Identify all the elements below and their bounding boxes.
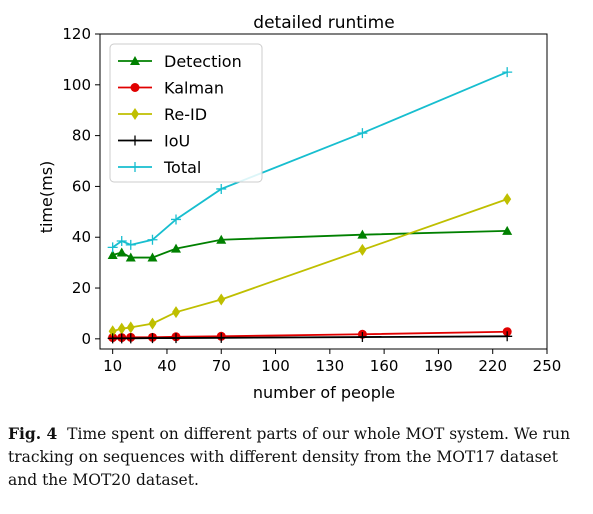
y-tick-label: 40 bbox=[72, 228, 91, 246]
x-tick-label: 40 bbox=[157, 357, 176, 375]
y-axis-label: time(ms) bbox=[37, 161, 56, 234]
data-point-total bbox=[357, 128, 368, 139]
legend-item-iou: IoU bbox=[118, 132, 190, 151]
data-point-re-id bbox=[126, 321, 135, 334]
legend-label: IoU bbox=[164, 132, 190, 151]
data-point-total bbox=[116, 236, 127, 247]
runtime-chart: detailed runtime 10 40 70 100 130 160 190 220 25… bbox=[37, 13, 561, 402]
series-total bbox=[107, 67, 513, 253]
figure-caption: Fig. 4 Time spent on different parts of … bbox=[8, 422, 586, 492]
series-lines bbox=[107, 67, 513, 344]
data-point-detection bbox=[502, 225, 513, 235]
data-point-re-id bbox=[503, 193, 512, 206]
legend: Detection Kalman Re-ID IoU Total bbox=[109, 43, 263, 183]
chart-title: detailed runtime bbox=[253, 13, 394, 33]
data-point-total bbox=[147, 234, 158, 245]
data-point-total bbox=[171, 214, 182, 225]
data-point-total bbox=[502, 67, 513, 78]
legend-marker bbox=[131, 108, 139, 120]
y-tick-label: 100 bbox=[62, 76, 91, 94]
x-axis-label: number of people bbox=[253, 383, 395, 402]
x-tick-label: 130 bbox=[316, 357, 345, 375]
legend-item-kalman: Kalman bbox=[118, 79, 224, 98]
data-point-iou bbox=[147, 333, 158, 344]
x-tick-label: 10 bbox=[103, 357, 122, 375]
x-tick-label: 220 bbox=[478, 357, 507, 375]
data-point-re-id bbox=[108, 325, 117, 338]
data-point-total bbox=[216, 183, 227, 194]
data-point-iou bbox=[107, 333, 118, 344]
data-point-iou bbox=[125, 333, 136, 344]
y-tick-label: 0 bbox=[81, 330, 91, 348]
data-point-detection bbox=[171, 243, 182, 253]
x-tick-label: 100 bbox=[261, 357, 290, 375]
data-point-iou bbox=[116, 333, 127, 344]
data-point-iou bbox=[171, 333, 182, 344]
legend-label: Detection bbox=[164, 52, 242, 71]
data-point-detection bbox=[116, 247, 127, 257]
legend-label: Re-ID bbox=[164, 105, 207, 124]
data-point-re-id bbox=[172, 306, 181, 319]
data-point-iou bbox=[357, 332, 368, 343]
data-point-total bbox=[125, 239, 136, 250]
data-point-detection bbox=[125, 252, 136, 262]
data-point-re-id bbox=[217, 293, 226, 306]
legend-marker bbox=[130, 135, 140, 146]
legend-item-re-id: Re-ID bbox=[118, 105, 207, 124]
caption-text: Time spent on different parts of our who… bbox=[8, 425, 571, 489]
data-point-detection bbox=[147, 252, 158, 262]
x-tick-label: 250 bbox=[533, 357, 562, 375]
y-tick-label: 60 bbox=[72, 177, 91, 195]
x-tick-label: 190 bbox=[424, 357, 453, 375]
legend-item-detection: Detection bbox=[118, 52, 242, 71]
y-tick-label: 20 bbox=[72, 279, 91, 297]
series-detection bbox=[107, 225, 513, 262]
legend-box bbox=[109, 43, 263, 183]
data-point-re-id bbox=[117, 322, 126, 335]
legend-marker bbox=[130, 56, 140, 65]
data-point-detection bbox=[107, 250, 118, 260]
data-point-detection bbox=[216, 234, 227, 244]
series-iou bbox=[107, 331, 513, 344]
caption-label: Fig. 4 bbox=[8, 424, 58, 443]
data-point-re-id bbox=[148, 317, 157, 330]
data-point-total bbox=[107, 242, 118, 253]
x-tick-label: 160 bbox=[370, 357, 399, 375]
legend-label: Kalman bbox=[164, 79, 224, 98]
series-re-id bbox=[108, 193, 512, 338]
legend-label: Total bbox=[163, 158, 201, 177]
series-line-detection bbox=[112, 229, 508, 259]
series-kalman bbox=[108, 327, 512, 343]
x-tick-label: 70 bbox=[212, 357, 231, 375]
data-point-detection bbox=[357, 229, 368, 239]
y-tick-label: 80 bbox=[72, 127, 91, 145]
data-point-iou bbox=[502, 331, 513, 342]
legend-marker bbox=[130, 83, 140, 92]
data-point-iou bbox=[216, 332, 227, 343]
legend-marker bbox=[130, 162, 140, 172]
y-tick-label: 120 bbox=[62, 25, 91, 43]
plot-frame bbox=[99, 33, 548, 350]
data-point-re-id bbox=[358, 243, 367, 256]
legend-item-total: Total bbox=[118, 158, 201, 177]
axes: 10 40 70 100 130 160 190 220 250 0 20 40 60 80 100 120 bbox=[62, 25, 561, 375]
